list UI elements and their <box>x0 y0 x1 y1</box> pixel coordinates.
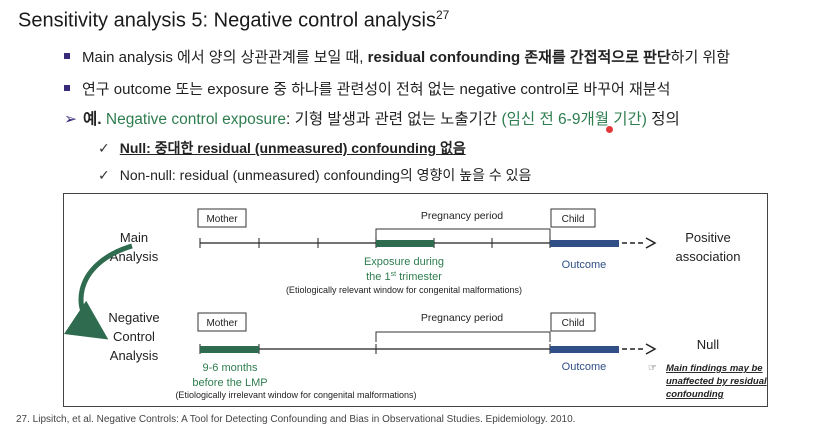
outcome-label-main: Outcome <box>562 259 607 271</box>
svg-text:Child: Child <box>562 318 585 329</box>
outcome-bar-negative <box>550 346 619 353</box>
note-main-findings: Main findings may be <box>666 363 763 374</box>
null-label: Null <box>697 337 720 352</box>
svg-text:Mother: Mother <box>206 214 238 225</box>
check-null: ✓ Null: 중대한 residual (unmeasured) confoun… <box>98 140 466 156</box>
bullet-main-analysis: Main analysis 에서 양의 상관관계를 보일 때, residual… <box>64 46 730 67</box>
pointing-hand-icon: ☞ <box>648 363 657 374</box>
pregnancy-period-label: Pregnancy period <box>421 210 503 222</box>
mother-box <box>197 208 247 228</box>
arrow-bullet-icon: ➢ <box>64 111 77 128</box>
footnote-reference: 27. Lipsitch, et al. Negative Controls: … <box>16 414 576 425</box>
svg-text:Child: Child <box>562 214 585 225</box>
months-label: 9-6 months <box>202 362 258 374</box>
pregnancy-period-label-2: Pregnancy period <box>421 312 503 324</box>
negative-control-label-2: Control <box>113 329 155 344</box>
checkmark-icon: ✓ <box>98 167 110 183</box>
checkmark-icon: ✓ <box>98 140 110 156</box>
negative-exposure-bar <box>200 346 259 353</box>
mother-box-2 <box>197 312 247 332</box>
relevant-window-label: (Etiologically relevant window for conge… <box>286 285 522 295</box>
svg-text:before the LMP: before the LMP <box>192 377 267 389</box>
child-box-2 <box>550 312 596 332</box>
check-non-null: ✓ Non-null: residual (unmeasured) confoun… <box>98 167 532 183</box>
negative-control-diagram: Main Analysis Negative Control Analysis … <box>63 193 768 407</box>
arrow-right-icon <box>645 237 657 249</box>
main-analysis-label: Main <box>120 230 148 245</box>
bullet-example: ➢ 예. Negative control exposure: 기형 발생과 관련… <box>64 111 680 128</box>
outcome-bar-main <box>550 240 619 247</box>
svg-text:Mother: Mother <box>206 318 238 329</box>
child-box <box>550 208 596 228</box>
positive-association-label: Positive <box>685 230 731 245</box>
square-bullet-icon <box>64 53 70 60</box>
svg-text:association: association <box>675 249 740 264</box>
negative-control-label: Negative <box>108 310 159 325</box>
square-bullet-icon <box>64 85 70 92</box>
exposure-label: Exposure during <box>364 256 444 268</box>
bullet-reanalysis: 연구 outcome 또는 exposure 중 하나를 관련성이 전혀 없는 … <box>64 78 670 99</box>
svg-text:unaffected by residual: unaffected by residual <box>666 376 767 387</box>
slide-title: Sensitivity analysis 5: Negative control… <box>18 8 450 32</box>
main-analysis-label-2: Analysis <box>110 249 159 264</box>
exposure-bar <box>376 240 434 247</box>
pregnancy-bracket <box>375 228 551 239</box>
cursor-dot <box>606 126 613 133</box>
pregnancy-bracket-2 <box>375 331 551 342</box>
outcome-label-negative: Outcome <box>562 361 607 373</box>
svg-text:the 1st trimester: the 1st trimester <box>366 271 442 283</box>
negative-control-label-3: Analysis <box>110 348 159 363</box>
curved-arrow-icon <box>63 243 133 340</box>
irrelevant-window-label: (Etiologically irrelevant window for con… <box>175 390 416 400</box>
arrow-right-icon-2 <box>645 343 657 355</box>
svg-text:confounding: confounding <box>666 389 724 400</box>
